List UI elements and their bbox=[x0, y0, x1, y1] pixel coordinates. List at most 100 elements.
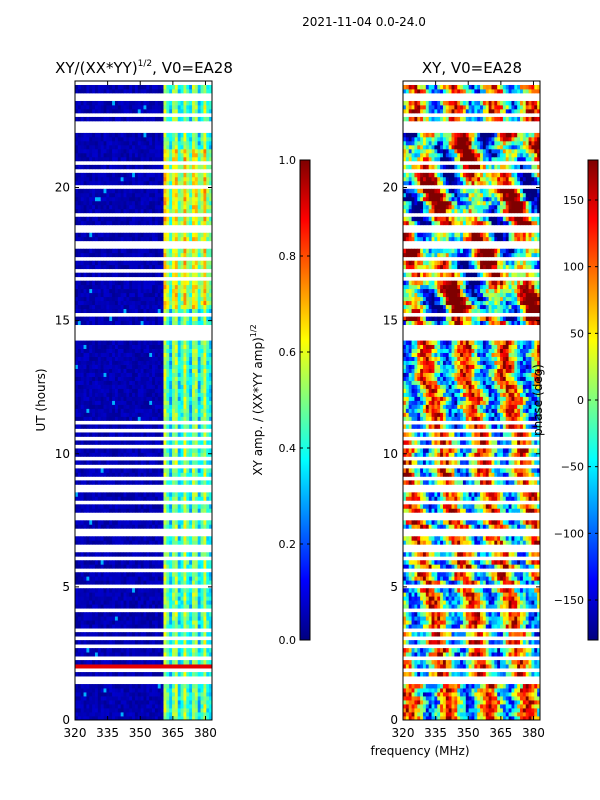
heatmap-cell bbox=[94, 264, 99, 270]
heatmap-cell bbox=[149, 540, 153, 545]
heatmap-cell bbox=[200, 704, 204, 709]
heatmap-cell bbox=[140, 296, 144, 302]
heatmap-cell bbox=[189, 480, 193, 485]
heatmap-cell bbox=[114, 348, 119, 353]
heatmap-cell bbox=[143, 372, 147, 377]
heatmap-cell bbox=[192, 352, 196, 357]
heatmap-cell bbox=[180, 492, 184, 497]
heatmap-cell bbox=[126, 284, 130, 290]
heatmap-cell bbox=[103, 396, 107, 401]
heatmap-cell bbox=[106, 144, 110, 150]
heatmap-cell bbox=[75, 712, 79, 717]
heatmap-cell bbox=[129, 308, 133, 314]
heatmap-cell bbox=[94, 620, 99, 625]
heatmap-cell bbox=[189, 376, 193, 381]
heatmap-cell bbox=[117, 704, 122, 709]
heatmap-cell bbox=[140, 564, 144, 569]
heatmap-cell bbox=[126, 492, 130, 497]
heatmap-cell bbox=[117, 480, 122, 485]
heatmap-cell bbox=[160, 552, 164, 557]
heatmap-cell bbox=[89, 708, 93, 713]
heatmap-cell bbox=[152, 380, 156, 385]
heatmap-cell bbox=[152, 272, 156, 278]
heatmap-cell bbox=[123, 696, 127, 701]
heatmap-cell bbox=[163, 480, 167, 485]
heatmap-cell bbox=[137, 352, 142, 357]
heatmap-cell bbox=[192, 188, 196, 194]
heatmap-cell bbox=[192, 552, 196, 557]
heatmap-cell bbox=[160, 296, 164, 302]
heatmap-cell bbox=[157, 380, 162, 385]
heatmap-cell bbox=[77, 352, 82, 357]
heatmap-cell bbox=[143, 452, 147, 457]
heatmap-cell bbox=[112, 648, 116, 653]
heatmap-cell bbox=[109, 440, 113, 445]
heatmap-cell bbox=[75, 376, 79, 381]
heatmap-cell bbox=[83, 616, 87, 621]
heatmap-cell bbox=[123, 164, 127, 170]
heatmap-cell bbox=[174, 132, 179, 138]
heatmap-cell bbox=[80, 380, 84, 385]
heatmap-cell bbox=[140, 380, 144, 385]
heatmap-cell bbox=[80, 288, 84, 294]
heatmap-cell bbox=[154, 264, 159, 270]
heatmap-cell bbox=[194, 172, 199, 178]
heatmap-cell bbox=[177, 620, 181, 625]
heatmap-cell bbox=[183, 604, 187, 609]
heatmap-cell bbox=[146, 696, 150, 701]
heatmap-cell bbox=[154, 576, 159, 581]
heatmap-cell bbox=[206, 304, 210, 310]
heatmap-cell bbox=[132, 296, 136, 302]
heatmap-cell bbox=[129, 480, 133, 485]
heatmap-cell bbox=[103, 340, 107, 345]
heatmap-cell bbox=[194, 448, 199, 453]
heatmap-cell bbox=[77, 152, 82, 158]
heatmap-cell bbox=[106, 652, 110, 657]
heatmap-cell bbox=[75, 180, 79, 186]
heatmap-cell bbox=[143, 524, 147, 529]
heatmap-cell bbox=[149, 712, 153, 717]
heatmap-cell bbox=[172, 600, 176, 605]
heatmap-cell bbox=[117, 632, 122, 637]
heatmap-cell bbox=[75, 236, 79, 242]
heatmap-cell bbox=[206, 320, 210, 326]
heatmap-cell bbox=[123, 408, 127, 413]
heatmap-cell bbox=[166, 696, 170, 701]
heatmap-cell bbox=[75, 388, 79, 393]
heatmap-cell bbox=[160, 664, 164, 669]
heatmap-cell bbox=[189, 340, 193, 345]
heatmap-cell bbox=[103, 416, 107, 421]
heatmap-cell bbox=[123, 300, 127, 306]
heatmap-cell bbox=[114, 180, 119, 186]
heatmap-cell bbox=[157, 360, 162, 365]
heatmap-cell bbox=[146, 560, 150, 565]
heatmap-cell bbox=[83, 196, 87, 202]
heatmap-cell bbox=[152, 616, 156, 621]
heatmap-cell bbox=[163, 560, 167, 565]
heatmap-cell bbox=[94, 304, 99, 310]
heatmap-cell bbox=[134, 140, 139, 146]
heatmap-cell bbox=[103, 580, 107, 585]
heatmap-cell bbox=[143, 296, 147, 302]
heatmap-cell bbox=[177, 536, 181, 541]
heatmap-cell bbox=[92, 284, 96, 290]
heatmap-cell bbox=[106, 364, 110, 369]
heatmap-cell bbox=[197, 412, 201, 417]
heatmap-cell bbox=[146, 388, 150, 393]
heatmap-cell bbox=[132, 460, 136, 465]
heatmap-cell bbox=[206, 652, 210, 657]
heatmap-cell bbox=[160, 360, 164, 365]
heatmap-cell bbox=[206, 504, 210, 509]
heatmap-cell bbox=[200, 360, 204, 365]
heatmap-cell bbox=[169, 248, 173, 254]
heatmap-cell bbox=[197, 136, 201, 142]
heatmap-cell bbox=[209, 688, 212, 693]
heatmap-cell bbox=[197, 180, 201, 186]
heatmap-cell bbox=[160, 400, 164, 405]
heatmap-cell bbox=[186, 432, 190, 437]
heatmap-cell bbox=[174, 404, 179, 409]
heatmap-cell bbox=[157, 440, 162, 445]
heatmap-cell bbox=[209, 208, 212, 214]
heatmap-cell bbox=[192, 216, 196, 222]
heatmap-cell bbox=[146, 412, 150, 417]
